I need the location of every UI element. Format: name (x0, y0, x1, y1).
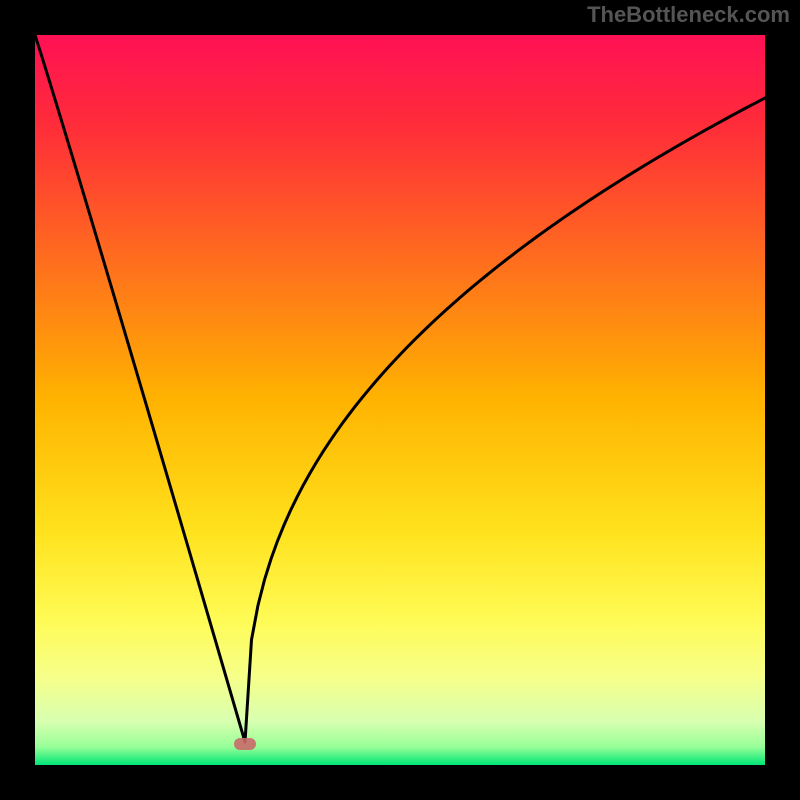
vertex-marker (234, 738, 256, 750)
watermark-text: TheBottleneck.com (587, 2, 790, 28)
chart-container: TheBottleneck.com (0, 0, 800, 800)
bottleneck-chart (0, 0, 800, 800)
